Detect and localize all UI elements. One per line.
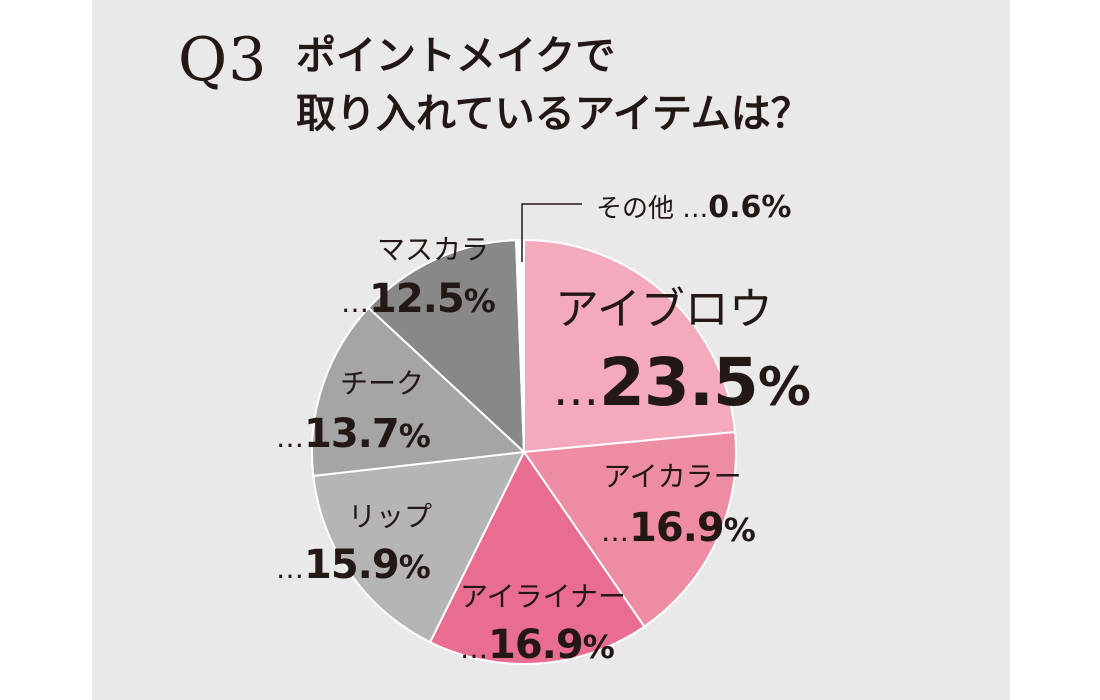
slice-value-5: …13.7% <box>276 411 431 457</box>
label-prefix: … <box>682 194 709 224</box>
value-number: 15.9 <box>304 542 400 588</box>
slice-value-2: …16.9% <box>601 505 756 551</box>
pie-slice-6 <box>367 239 526 455</box>
other-leader-line <box>521 203 582 262</box>
slice-value-1: …23.5% <box>553 350 811 418</box>
slice-label-7: その他 …0.6% <box>596 193 791 223</box>
label-prefix: … <box>276 421 304 454</box>
pie-slice-2 <box>522 430 737 628</box>
slice-name: その他 <box>596 194 683 224</box>
slice-name-5: チーク <box>340 367 425 400</box>
pie-slice-3 <box>428 450 646 665</box>
value-number: 12.5 <box>369 276 465 322</box>
slice-name-6: マスカラ <box>377 233 490 266</box>
value-number: 23.5 <box>599 344 759 421</box>
slice-value-4: …15.9% <box>276 542 431 588</box>
label-prefix: … <box>341 286 369 319</box>
chart-title-line-1: ポイントメイクで <box>296 33 616 79</box>
slice-name-1: アイブロウ <box>555 284 773 335</box>
value-number: 16.9 <box>629 505 725 551</box>
slice-name-4: リップ <box>348 500 433 533</box>
pie-slice-4 <box>312 450 526 644</box>
pie-slice-7 <box>514 238 525 453</box>
percent-sign: % <box>463 282 496 320</box>
slice-value: 0.6% <box>708 190 792 225</box>
pie-slice-1 <box>523 238 737 454</box>
label-prefix: … <box>553 362 599 416</box>
pie-slice-5 <box>310 306 527 478</box>
percent-sign: % <box>398 548 431 586</box>
slice-name-2: アイカラー <box>603 460 742 493</box>
value-number: 13.7 <box>304 411 400 457</box>
label-prefix: … <box>460 632 488 665</box>
percent-sign: % <box>757 357 811 418</box>
percent-sign: % <box>723 511 756 549</box>
label-prefix: … <box>601 515 629 548</box>
percent-sign: % <box>582 628 615 666</box>
slice-value-3: …16.9% <box>460 622 615 668</box>
slice-name-3: アイライナー <box>460 580 627 613</box>
label-prefix: … <box>276 552 304 585</box>
chart-title-line-2: 取り入れているアイテムは？ <box>296 91 811 137</box>
slice-value-6: …12.5% <box>341 276 496 322</box>
value-number: 16.9 <box>488 622 584 668</box>
question-number: Q3 <box>178 25 268 95</box>
percent-sign: % <box>398 417 431 455</box>
